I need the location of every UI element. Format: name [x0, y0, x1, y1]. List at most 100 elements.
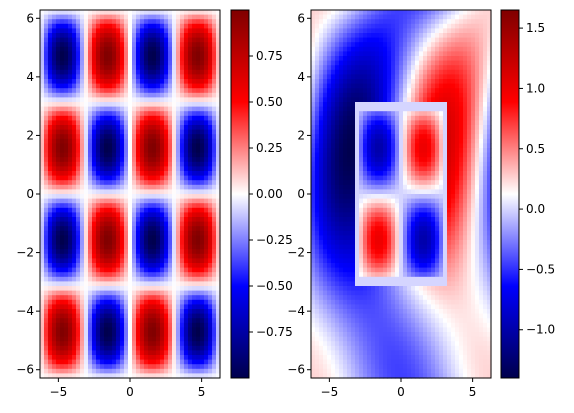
heatmap-cell [64, 37, 69, 43]
heatmap-cell [120, 267, 125, 273]
heatmap-cell [192, 157, 197, 163]
heatmap-cell [60, 364, 65, 370]
heatmap-cell [140, 83, 145, 89]
heatmap-cell [347, 74, 352, 80]
heatmap-cell [80, 281, 85, 287]
heatmap-cell [204, 207, 209, 213]
heatmap-cell [104, 33, 109, 39]
heatmap-cell [355, 60, 360, 66]
heatmap-cell [84, 56, 89, 62]
heatmap-cell [52, 290, 57, 296]
heatmap-cell [136, 157, 141, 163]
heatmap-cell [347, 217, 352, 223]
heatmap-cell [100, 249, 105, 255]
heatmap-cell [359, 33, 364, 39]
heatmap-cell [192, 221, 197, 227]
heatmap-cell [92, 332, 97, 338]
heatmap-cell [140, 166, 145, 172]
heatmap-cell [56, 138, 61, 144]
heatmap-cell [40, 19, 45, 25]
heatmap-cell [367, 364, 372, 370]
heatmap-cell [367, 244, 372, 250]
heatmap-cell [104, 120, 109, 126]
heatmap-cell [80, 350, 85, 356]
heatmap-cell [156, 203, 161, 209]
heatmap-cell [371, 92, 376, 98]
heatmap-cell [40, 51, 45, 57]
heatmap-cell [52, 134, 57, 140]
heatmap-cell [76, 189, 81, 195]
heatmap-cell [319, 272, 324, 278]
heatmap-cell [196, 14, 201, 20]
heatmap-cell [92, 166, 97, 172]
heatmap-cell [355, 33, 360, 39]
heatmap-cell [64, 69, 69, 75]
heatmap-cell [60, 129, 65, 135]
heatmap-cell [339, 157, 344, 163]
heatmap-cell [40, 33, 45, 39]
heatmap-cell [88, 115, 93, 121]
heatmap-cell [92, 102, 97, 108]
heatmap-cell [128, 230, 133, 236]
heatmap-cell [120, 207, 125, 213]
heatmap-cell [84, 364, 89, 370]
heatmap-cell [200, 69, 205, 75]
heatmap-cell [176, 171, 181, 177]
heatmap-cell [331, 290, 336, 296]
heatmap-cell [132, 46, 137, 52]
heatmap-cell [172, 258, 177, 264]
heatmap-cell [44, 267, 49, 273]
heatmap-cell [124, 198, 129, 204]
heatmap-cell [56, 161, 61, 167]
heatmap-cell [84, 111, 89, 117]
heatmap-cell [100, 19, 105, 25]
heatmap-cell [343, 230, 348, 236]
heatmap-cell [96, 166, 101, 172]
heatmap-cell [124, 350, 129, 356]
heatmap-cell [140, 14, 145, 20]
heatmap-cell [144, 341, 149, 347]
heatmap-cell [68, 129, 73, 135]
heatmap-cell [371, 152, 376, 158]
heatmap-cell [180, 290, 185, 296]
heatmap-cell [52, 203, 57, 209]
heatmap-cell [200, 309, 205, 315]
heatmap-cell [60, 102, 65, 108]
heatmap-cell [40, 180, 45, 186]
heatmap-cell [52, 97, 57, 103]
heatmap-cell [92, 336, 97, 342]
heatmap-cell [331, 212, 336, 218]
heatmap-cell [56, 290, 61, 296]
heatmap-cell [343, 106, 348, 112]
heatmap-cell [216, 249, 221, 255]
heatmap-cell [156, 253, 161, 259]
heatmap-cell [64, 230, 69, 236]
heatmap-cell [355, 74, 360, 80]
heatmap-cell [196, 111, 201, 117]
heatmap-cell [172, 79, 177, 85]
heatmap-cell [200, 19, 205, 25]
heatmap-cell [164, 364, 169, 370]
heatmap-cell [44, 281, 49, 287]
heatmap-cell [44, 198, 49, 204]
heatmap-cell [132, 69, 137, 75]
heatmap-cell [72, 350, 77, 356]
heatmap-cell [124, 88, 129, 94]
heatmap-cell [44, 230, 49, 236]
heatmap-cell [116, 235, 121, 241]
heatmap-cell [72, 290, 77, 296]
heatmap-cell [44, 88, 49, 94]
heatmap-cell [68, 221, 73, 227]
heatmap-cell [363, 263, 368, 269]
heatmap-cell [176, 295, 181, 301]
heatmap-cell [200, 120, 205, 126]
heatmap-cell [140, 332, 145, 338]
heatmap-cell [200, 138, 205, 144]
heatmap-cell [172, 240, 177, 246]
heatmap-cell [136, 152, 141, 158]
heatmap-cell [339, 10, 344, 16]
heatmap-cell [44, 368, 49, 374]
heatmap-cell [371, 33, 376, 39]
heatmap-cell [363, 92, 368, 98]
heatmap-cell [335, 125, 340, 131]
